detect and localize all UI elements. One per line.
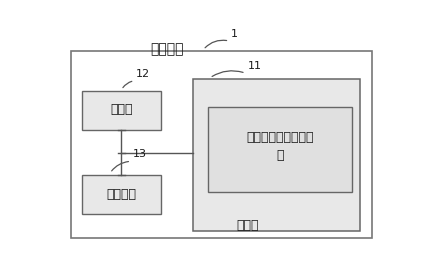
Text: 11: 11 [247, 61, 261, 71]
Text: 电子设备: 电子设备 [151, 43, 184, 57]
Text: 1: 1 [231, 29, 238, 39]
Bar [82, 92, 161, 130]
Text: 三维地形模型生成程
序: 三维地形模型生成程 序 [246, 131, 314, 162]
Bar [208, 107, 352, 193]
Text: 存储器: 存储器 [236, 219, 259, 232]
Text: 13: 13 [133, 149, 147, 159]
Bar [193, 79, 360, 231]
Bar [82, 175, 161, 214]
Text: 12: 12 [136, 69, 150, 79]
Bar [71, 51, 372, 238]
Text: 网络接口: 网络接口 [106, 188, 136, 201]
Text: 处理器: 处理器 [110, 103, 133, 116]
